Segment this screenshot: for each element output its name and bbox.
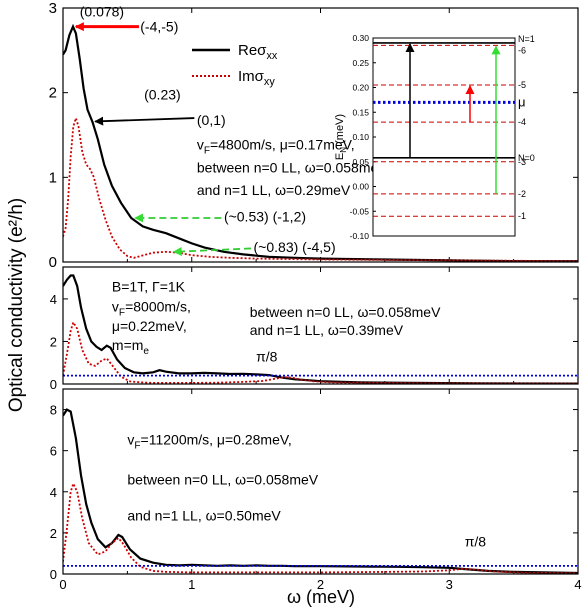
inset-y-tick-label: 0.30 [352,33,369,43]
inset-y-tick-label: 0.15 [352,107,369,117]
x-tick-label: 0 [59,577,66,592]
y-tick-label: 0 [50,567,57,582]
inset-level-label: -3 [518,157,526,167]
inset-y-tick-label: 0.20 [352,83,369,93]
annotation-text: (-4,-5) [140,19,178,35]
annotation-text: vF=4800m/s, μ=0.17meV, [197,136,355,156]
annotation-text: and n=1 LL, ω=0.29meV [197,182,351,198]
middle-panel: 0 2 4 B=1T, Γ=1K vF=8000m/s,μ=0.22meV, m=me be… [50,266,579,392]
annotation-text: μ=0.22meV, [112,318,187,334]
x-axis-label: ω (meV) [287,587,355,607]
arrow-green-dashed [172,246,252,256]
inset-y-tick-label: 0.05 [352,157,369,167]
y-tick-label: 2 [50,334,57,349]
y-tick-label: 3 [49,0,57,17]
inset-level-label: N=1 [518,34,535,44]
series-line [63,23,578,262]
x-tick-label: 1 [188,577,195,592]
annotation-text: (~0.83) (-4,5) [254,239,336,255]
bottom-frame [62,388,579,575]
top-frame [62,7,579,263]
inset-level-label: μ [518,94,526,109]
annotation-text: (0.23) [144,86,181,102]
y-tick-label: 0 [50,377,57,392]
y-tick-label: 8 [50,403,57,418]
annotation-text: m=me [112,337,150,357]
inset-y-tick-label: 0.00 [352,182,369,192]
inset-y-tick-label: 0.10 [352,132,369,142]
inset-y-tick-label: 0.25 [352,58,369,68]
series-line [63,274,578,384]
legend-label: Imσxy [238,68,275,88]
annotation-text: between n=0 LL, ω=0.058meV [127,472,318,488]
inset-y-tick-label: -0.10 [350,231,370,241]
panels: 0 1 2 3 (0.078) (-4,-5) (0.23) (0,1) vF=4800m/s,… [49,0,582,592]
inset-level-label: -2 [518,189,526,199]
annotation-text: π/8 [465,533,487,549]
series-line [63,115,578,262]
y-tick-label: 0 [49,254,57,271]
x-tick-label: 2 [317,577,324,592]
inset-frame [372,37,516,237]
series-line [63,320,578,384]
y-axis-label: Optical conductivity (e²/h) [6,198,27,412]
annotation-text: between n=0 LL, ω=0.058meV [197,159,388,175]
annotation-text: vF=8000m/s, [112,299,191,319]
annotation-text: (0.078) [80,3,124,19]
annotation-text: between n=0 LL, ω=0.058meV [250,304,441,320]
annotation-text: B=1T, Γ=1K [112,278,186,294]
y-tick-label: 4 [50,485,57,500]
inset-level-label: N=0 [518,153,535,163]
legend-label: Reσxx [238,42,278,62]
annotation-text: (~0.53) (-1,2) [224,208,306,224]
annotation-text: vF=11200m/s, μ=0.28meV, [127,432,291,452]
annotation-text: π/8 [256,349,278,365]
x-tick-label: 3 [446,577,453,592]
inset-level-label: -1 [518,211,526,221]
y-tick-label: 2 [49,85,57,102]
arrow-black [94,116,195,126]
inset-y-tick-label: -0.05 [350,206,370,216]
inset-level-label: -5 [518,80,526,90]
inset-level-label: -4 [518,117,526,127]
annotation-text: and n=1 LL, ω=0.50meV [127,508,281,524]
y-tick-label: 2 [50,526,57,541]
x-tick-label: 4 [574,577,581,592]
annotation-text: (0,1) [197,112,226,128]
y-tick-label: 4 [50,292,57,307]
top-panel: 0 1 2 3 (0.078) (-4,-5) (0.23) (0,1) vF=4800m/s,… [49,0,579,271]
bottom-panel: 0 1 2 3 4 0 2 4 6 8 vF=11200m/s, μ=0.28meV, between… [50,388,582,592]
y-tick-label: 6 [50,444,57,459]
annotation-text: and n=1 LL, ω=0.39meV [250,322,404,338]
y-tick-label: 1 [49,169,57,186]
inset-level-label: -6 [518,45,526,55]
middle-frame [62,266,579,385]
inset-panel: 0.30 0.25 0.20 0.15 0.10 0.05 0.00 -0.05 -0.10 EN… [334,33,535,241]
series-line [63,481,578,574]
inset-y-label: EN (meV) [334,114,348,160]
